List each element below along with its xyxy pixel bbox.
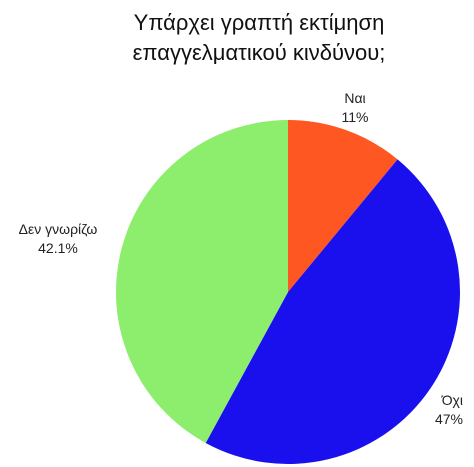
chart-title-line-1: Υπάρχει γραπτή εκτίμηση <box>133 10 385 35</box>
slice-value-1: 11% <box>342 109 369 125</box>
chart-title-line-2: επαγγελματικού κινδύνου; <box>132 40 386 65</box>
pie-slice-3 <box>116 120 288 444</box>
slice-value-3: 42.1% <box>38 240 78 256</box>
slice-value-2: 47% <box>435 411 463 427</box>
pie-slice-2 <box>205 159 460 464</box>
slice-label-1: Ναι <box>344 90 365 106</box>
slice-label-3: Δεν γνωρίζω <box>19 221 98 237</box>
pie-slice-1 <box>288 120 398 292</box>
slice-label-2: Όχι <box>441 392 463 408</box>
